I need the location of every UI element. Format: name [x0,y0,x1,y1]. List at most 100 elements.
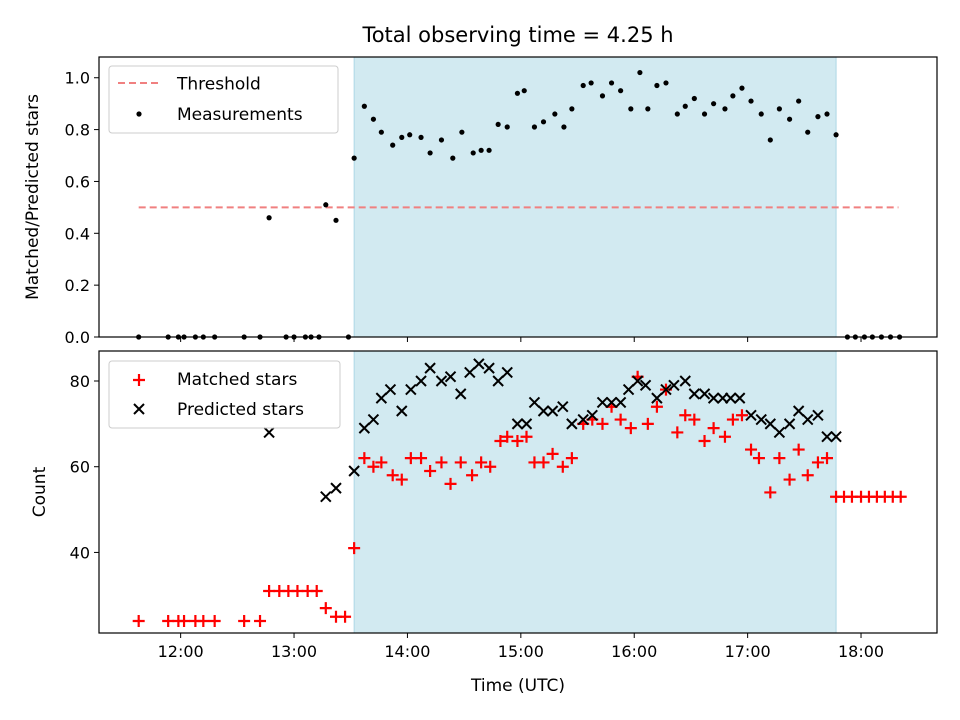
measurement-point [418,134,424,140]
x-tick-label: 13:00 [271,642,317,661]
y-tick-label: 0.2 [65,276,90,295]
measurement-point [682,103,688,109]
predicted-star-point [764,418,777,430]
measurement-point [540,119,547,125]
measurement-point [722,106,728,112]
measurement-point [815,114,821,120]
predicted-star-point [622,383,635,396]
matched-star-point [537,456,550,469]
matched-star-point [254,615,267,627]
measurement-point [767,137,773,143]
observing-window-shade [353,350,837,634]
matched-star-point [501,430,514,443]
x-tick-label: 15:00 [498,642,544,661]
predicted-star-point [639,379,652,391]
matched-star-point [718,430,731,443]
matched-star-point [671,426,684,439]
ratio-legend-box [108,65,339,134]
matched-star-point [178,615,191,627]
measurement-point [663,80,669,86]
predicted-star-point [464,366,476,379]
predicted-star-point [745,409,757,421]
measurement-point [599,93,606,99]
predicted-star-point [755,413,767,426]
measurement-point [399,134,405,140]
measurement-point [478,147,484,153]
measurement-point [427,150,433,156]
predicted-star-point [455,388,467,400]
measurement-point [266,215,272,221]
matched-star-point [494,435,507,447]
measurement-point [674,111,680,117]
measurement-point [748,98,754,104]
y-tick-label: 0.0 [65,328,90,347]
measurement-point [588,80,594,86]
predicted-star-point [792,405,805,417]
predicted-star-point [821,431,833,443]
measurement-point [552,111,558,117]
matched-star-point [707,422,720,435]
matched-star-point [792,443,805,456]
y-tick-label: 0.4 [65,224,90,243]
measurement-point [580,82,586,89]
matched-star-point [894,490,907,503]
measurement-point [495,121,501,128]
ratio-plot-frame [98,56,938,338]
predicted-star-point [830,431,842,443]
count-shade-layer [353,350,837,634]
measurement-point [637,69,643,76]
matched-star-point [386,469,399,482]
measurement-point [333,217,339,223]
matched-star-point [484,460,497,473]
predicted-star-point [492,375,504,387]
predicted-star-point [773,426,786,439]
matched-star-point [698,435,711,447]
predicted-star-point [614,396,627,409]
measurement-point [370,116,377,122]
matched-star-point [764,486,777,499]
predicted-star-point [733,392,746,404]
predicted-star-point [698,388,711,400]
matched-star-point [424,465,437,477]
measurement-point [654,82,660,89]
legend-matched-swatch [133,374,145,386]
matched-star-point [454,456,467,469]
predicted-star-point [546,405,559,417]
predicted-star-point [557,401,569,413]
predicted-star-point [668,379,680,391]
predicted-star-point [783,418,796,430]
x-tick-label: 17:00 [725,642,771,661]
measurement-point [569,106,575,112]
y-tick-label: 1.0 [65,69,90,88]
predicted-star-point [473,358,485,370]
matched-star-point [520,430,533,443]
matched-star-point [745,443,758,456]
measurement-point [459,129,465,135]
x-tick-label: 18:00 [838,642,884,661]
predicted-star-point [631,375,644,387]
y-tick-label: 0.8 [65,121,90,140]
predicted-star-point [375,392,388,404]
measurement-point [730,93,736,99]
matched-star-point [624,422,637,435]
predicted-star-point [688,388,701,400]
predicted-star-point [501,366,513,379]
x-tick-label: 14:00 [384,642,430,661]
measurement-point [521,88,527,94]
matched-star-point [614,413,627,426]
matched-star-point [726,413,739,426]
predicted-star-point [537,405,550,417]
matched-star-point [444,477,457,490]
predicted-star-point [520,418,533,430]
predicted-star-point [528,396,541,409]
measurement-point [739,85,745,91]
measurement-point [361,103,367,109]
matched-star-point [679,409,692,422]
predicted-star-point [707,392,720,404]
predicted-star-point [679,375,691,387]
measurement-point [378,129,384,135]
predicted-star-point [384,383,397,396]
ratio-y-axis-label: Matched/Predicted stars [23,94,43,300]
observing-window-shade [353,56,837,338]
